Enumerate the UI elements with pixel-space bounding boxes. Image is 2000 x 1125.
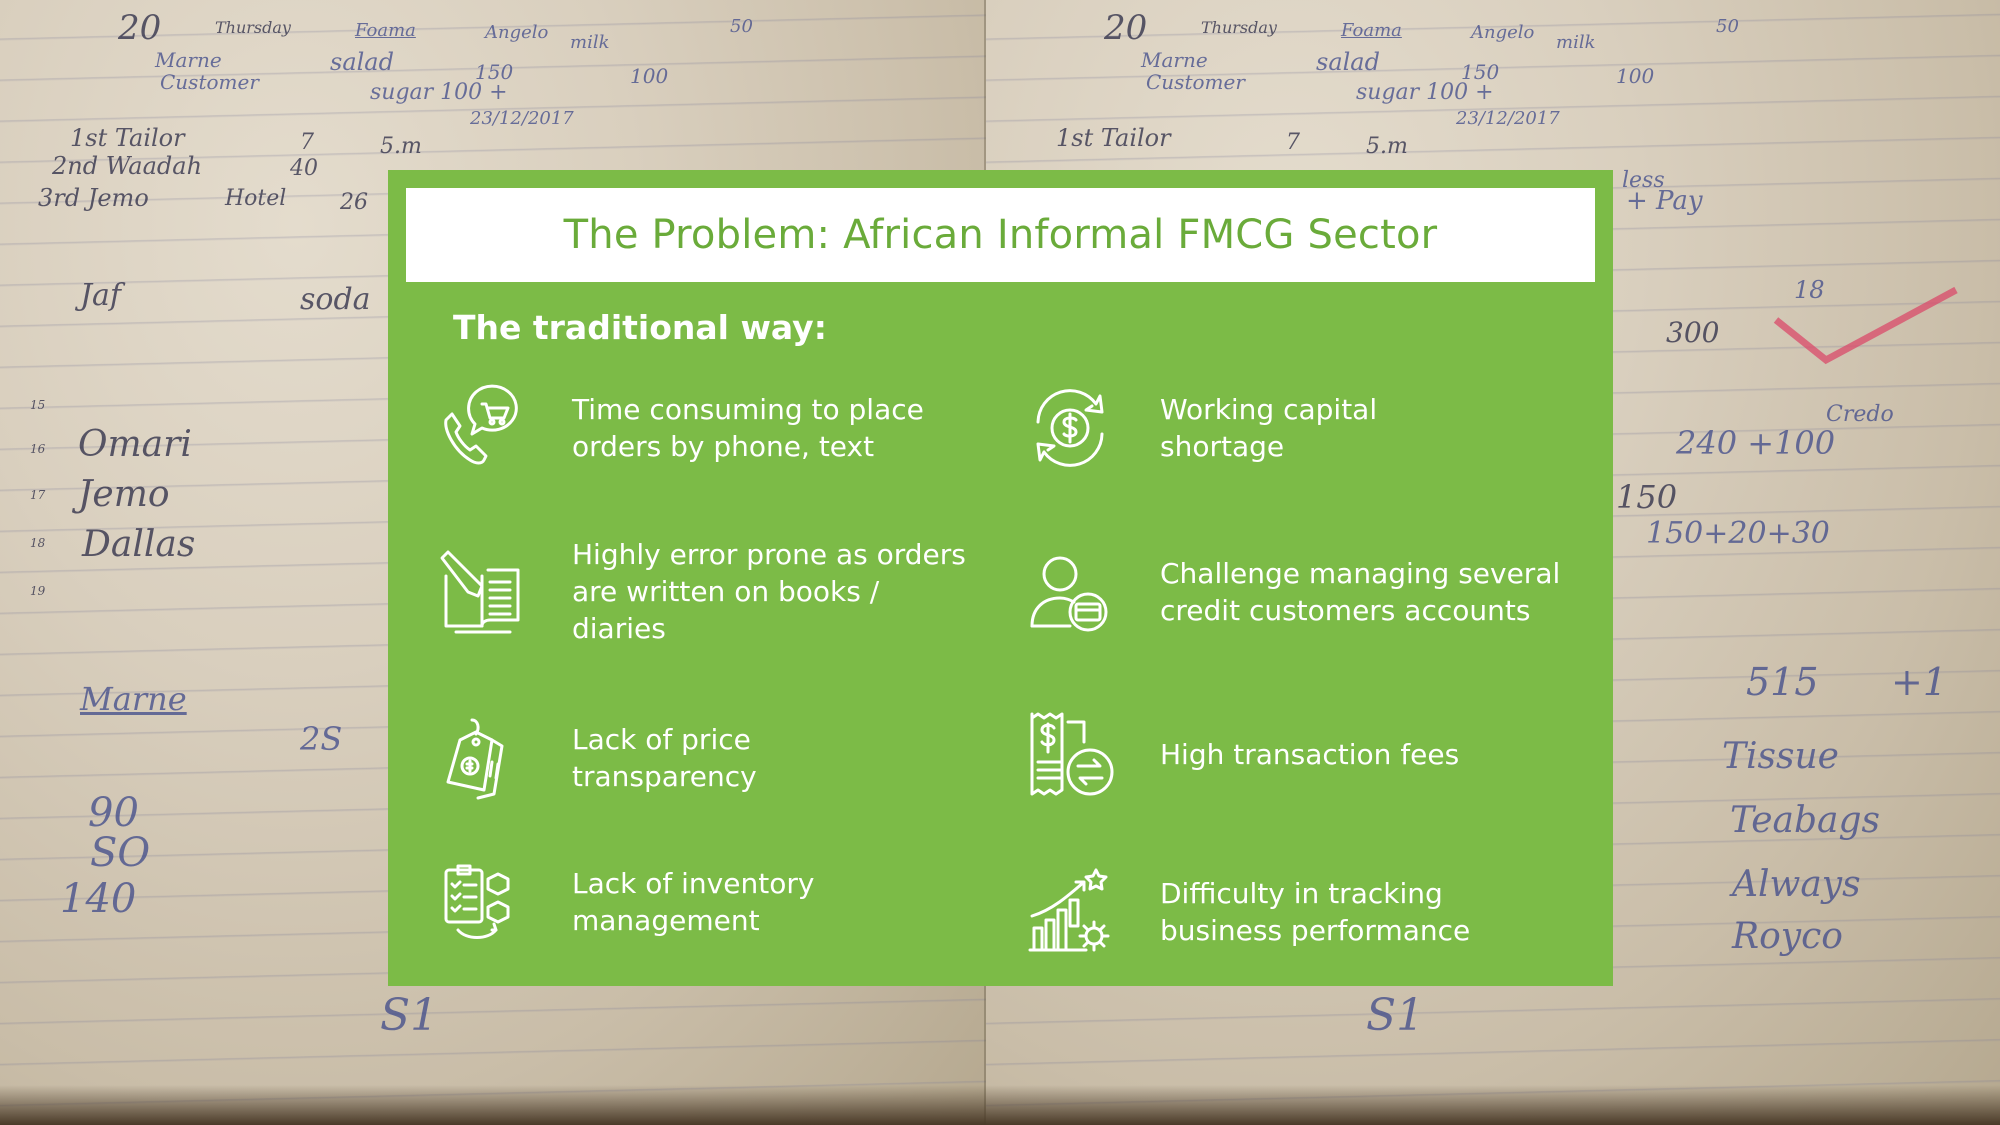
problem-text: Time consuming to place orders by phone,… [572, 393, 924, 463]
problem-item: Difficulty in tracking business performa… [1024, 866, 1590, 958]
problem-item: Time consuming to place orders by phone,… [436, 382, 1002, 474]
note-text: Teabags [1730, 800, 1881, 841]
problem-text: Lack of price transparency [572, 723, 757, 793]
note-text: 26 [340, 190, 368, 215]
note-text: salad [330, 48, 394, 76]
note-text: 15 [30, 398, 46, 412]
problem-item: Lack of inventory management [436, 856, 1002, 948]
problem-item: Lack of price transparency [436, 712, 1002, 804]
user-card-icon [1024, 546, 1116, 638]
note-text: Hotel [225, 186, 287, 211]
problem-item: High transaction fees [1024, 708, 1590, 800]
note-text: 1st Tailor [70, 124, 185, 152]
note-text: 3rd Jemo [38, 184, 149, 212]
note-text: Marne [80, 680, 187, 718]
note-text: Customer [1146, 70, 1245, 94]
note-text: 23/12/2017 [470, 108, 574, 129]
note-text: Always [1732, 864, 1861, 905]
note-text: soda [300, 282, 371, 317]
notebook-pen-icon [436, 546, 528, 638]
problem-text: Highly error prone as orders are written… [572, 538, 966, 645]
note-text: Customer [160, 70, 259, 94]
price-tags-icon [436, 712, 528, 804]
table-edge [0, 1085, 2000, 1125]
note-text: SO [90, 830, 151, 876]
note-text: 18 [1794, 276, 1825, 304]
phone-cart-icon [436, 382, 528, 474]
note-text: 140 [60, 876, 137, 922]
note-text: 16 [30, 442, 46, 456]
note-text: 5.m [380, 134, 422, 159]
note-text: Tissue [1722, 736, 1839, 777]
note-text: 20 [118, 8, 162, 48]
note-text: 150 [1616, 478, 1678, 516]
note-text: 17 [30, 488, 46, 502]
note-text: Jaf [80, 278, 122, 313]
note-text: Dallas [82, 524, 196, 565]
note-text: 1st Tailor [1056, 124, 1171, 152]
note-text: Thursday [1201, 18, 1277, 37]
problem-text: High transaction fees [1160, 737, 1460, 771]
problem-item: Working capital shortage [1024, 382, 1590, 474]
note-text: milk [570, 32, 610, 53]
note-text: Thursday [215, 18, 291, 37]
note-text: Jemo [78, 474, 170, 515]
note-text: 150 [475, 60, 514, 84]
title-box: The Problem: African Informal FMCG Secto… [406, 188, 1595, 282]
note-text: Foama [355, 20, 416, 41]
red-checkmark-icon [1773, 286, 1958, 365]
note-text: 7 [300, 130, 314, 155]
note-text: 23/12/2017 [1456, 108, 1560, 129]
note-text: 150+20+30 [1646, 516, 1830, 551]
note-text: Foama [1341, 20, 1402, 41]
note-text: 5.m [1366, 134, 1408, 159]
note-text: Credo [1826, 402, 1894, 427]
problem-text: Challenge managing several credit custom… [1160, 557, 1561, 627]
receipt-transfer-icon [1024, 708, 1116, 800]
note-text: 2nd Waadah [52, 152, 203, 180]
note-text: 90 [88, 790, 139, 836]
inventory-checklist-icon [436, 856, 528, 948]
slide-panel: The Problem: African Informal FMCG Secto… [388, 170, 1613, 986]
note-text: 19 [30, 584, 46, 598]
note-text: 20 [1104, 8, 1148, 48]
note-text: 40 [290, 156, 318, 181]
slide-title: The Problem: African Informal FMCG Secto… [563, 212, 1438, 258]
note-text: 100 [1616, 64, 1655, 88]
note-text: 100 [630, 64, 669, 88]
note-text: + Pay [1626, 186, 1703, 216]
problem-item: Challenge managing several credit custom… [1024, 546, 1590, 638]
note-text: sugar 100 + [1356, 80, 1494, 105]
note-text: salad [1316, 48, 1380, 76]
growth-chart-icon [1024, 866, 1116, 958]
note-text: milk [1556, 32, 1596, 53]
note-text: 50 [730, 16, 753, 37]
problem-text: Lack of inventory management [572, 867, 815, 937]
note-text: 18 [30, 536, 46, 550]
note-text: 50 [1716, 16, 1739, 37]
note-text: 2S [300, 720, 343, 758]
note-text: Omari [78, 424, 192, 465]
note-text: Royco [1732, 916, 1843, 957]
slide-subtitle: The traditional way: [453, 308, 827, 347]
note-text: 7 [1286, 130, 1300, 155]
note-text: 240 +100 [1676, 424, 1836, 462]
problem-text: Working capital shortage [1160, 393, 1378, 463]
note-text: Angelo [1471, 22, 1535, 43]
note-text: +1 [1891, 660, 1948, 704]
note-text: Angelo [485, 22, 549, 43]
note-text: Marne [155, 48, 222, 72]
note-text: 515 [1746, 660, 1819, 704]
note-text: Marne [1141, 48, 1208, 72]
problem-text: Difficulty in tracking business performa… [1160, 877, 1471, 947]
note-text: S1 [380, 990, 439, 1041]
cash-cycle-icon [1024, 382, 1116, 474]
note-text: 300 [1666, 316, 1720, 349]
note-text: less [1622, 168, 1665, 193]
problem-item: Highly error prone as orders are written… [436, 536, 1002, 647]
note-text: 150 [1461, 60, 1500, 84]
note-text: S1 [1366, 990, 1425, 1041]
note-text: sugar 100 + [370, 80, 508, 105]
